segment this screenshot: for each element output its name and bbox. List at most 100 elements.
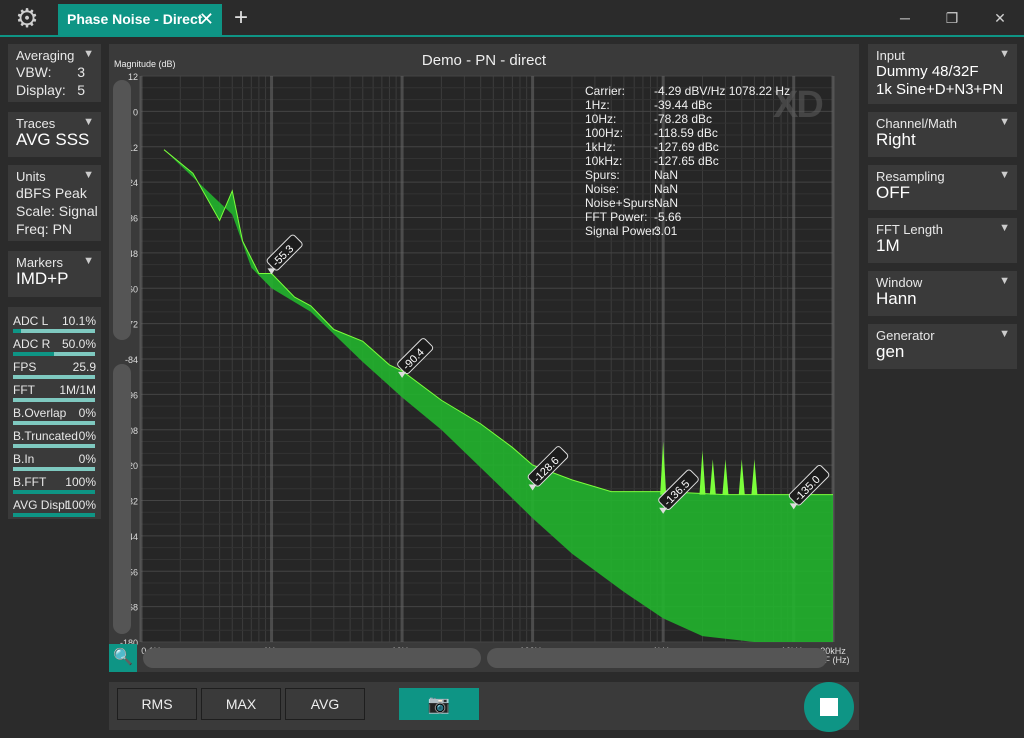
marker-box: [266, 234, 303, 271]
status-row: AVG Displ 100%: [13, 497, 96, 520]
restore-icon[interactable]: ❐: [945, 10, 959, 26]
status-bar-fill: [13, 490, 95, 494]
bottom-toolbar: RMS MAX AVG 📷: [109, 682, 859, 730]
readout-value: -118.59 dBc: [654, 126, 718, 140]
y-scrollbar: [113, 364, 131, 634]
readout-row: Carrier: -4.29 dBV/Hz 1078.22 Hz: [585, 84, 825, 98]
panel-title: FFT Length: [876, 222, 943, 237]
status-label: FPS: [13, 360, 37, 374]
y-tick-label: 0: [133, 107, 138, 117]
add-tab-icon[interactable]: +: [233, 4, 248, 31]
status-label: AVG Displ: [13, 498, 68, 512]
chevron-down-icon[interactable]: ▼: [83, 116, 94, 128]
max-button[interactable]: MAX: [201, 688, 281, 720]
chevron-down-icon[interactable]: ▼: [83, 255, 94, 267]
spur-peak: [722, 459, 729, 495]
status-bar: [13, 398, 95, 402]
status-bar: [13, 467, 95, 471]
status-value: 0%: [78, 429, 96, 443]
readout-row: 1Hz: -39.44 dBc: [585, 98, 825, 112]
chevron-down-icon[interactable]: ▼: [999, 222, 1010, 234]
xd-logo: XD: [773, 84, 824, 126]
gear-icon[interactable]: ⚙: [15, 3, 39, 33]
minimize-icon[interactable]: ─: [900, 10, 910, 26]
status-row: FPS 25.9: [13, 359, 96, 382]
marker-box: [658, 469, 699, 510]
chevron-down-icon[interactable]: ▼: [999, 328, 1010, 340]
zoom-icon[interactable]: 🔍: [109, 644, 137, 672]
y-axis-label: Magnitude (dB): [114, 59, 176, 69]
readout-key: 1kHz:: [585, 140, 616, 154]
panel-window[interactable]: Window ▼ Hann: [868, 271, 1017, 316]
noise-line: [163, 149, 833, 496]
x-scrollbar-right: [487, 648, 827, 668]
panel-title: Window: [876, 275, 923, 290]
y-tick-label: -96: [125, 390, 138, 400]
status-bar: [13, 375, 95, 379]
chevron-down-icon[interactable]: ▼: [999, 275, 1010, 287]
status-bar: [13, 513, 95, 517]
status-row: ADC R 50.0%: [13, 336, 96, 359]
panel-channel-math[interactable]: Channel/Math ▼ Right: [868, 112, 1017, 157]
panel-resampling[interactable]: Resampling ▼ OFF: [868, 165, 1017, 210]
readout-row: 10Hz: -78.28 dBc: [585, 112, 825, 126]
y-tick-label: -72: [125, 320, 138, 330]
readout-key: Signal Power:: [585, 224, 660, 238]
noise-area: [163, 149, 834, 642]
measurement-readout: Carrier: -4.29 dBV/Hz 1078.22 Hz 1Hz: -39.4…: [585, 84, 825, 238]
phase-noise-chart[interactable]: 120-12-24-36-48-60-72-84-96-108-120-132-…: [109, 44, 859, 672]
y-tick-label: -24: [125, 178, 138, 188]
readout-row: Noise+Spurs: NaN: [585, 196, 825, 210]
chevron-down-icon[interactable]: ▼: [999, 48, 1010, 60]
readout-value: -39.44 dBc: [654, 98, 713, 112]
units-panel[interactable]: Units ▼ dBFS Peak Scale: Signal Freq: PN: [8, 165, 101, 241]
panel-value: OFF: [876, 183, 910, 202]
traces-panel[interactable]: Traces ▼ AVG SSS: [8, 112, 101, 157]
status-label: B.In: [13, 452, 35, 466]
readout-value: 3.01: [654, 224, 678, 238]
panel-input[interactable]: Input ▼ Dummy 48/32F 1k Sine+D+N3+PN: [868, 44, 1017, 104]
averaging-panel[interactable]: Averaging ▼ VBW: 3 Display: 5: [8, 44, 101, 102]
readout-row: 10kHz: -127.65 dBc: [585, 154, 825, 168]
spur-peak: [709, 459, 716, 495]
status-value: 100%: [65, 475, 96, 489]
status-value: 25.9: [72, 360, 96, 374]
status-row: B.Overlap 0%: [13, 405, 96, 428]
readout-key: Noise:: [585, 182, 620, 196]
markers-title: Markers: [16, 255, 63, 270]
tab-phase-noise[interactable]: Phase Noise - Direct ✕: [58, 4, 222, 35]
chevron-down-icon[interactable]: ▼: [999, 169, 1010, 181]
chevron-down-icon[interactable]: ▼: [999, 116, 1010, 128]
panel-title: Generator: [876, 328, 935, 343]
status-panel: ADC L 10.1% ADC R 50.0% FPS 25.9 FFT 1M/1M B.Ove…: [8, 307, 101, 519]
readout-row: Signal Power: 3.01: [585, 224, 825, 238]
traces-title: Traces: [16, 116, 56, 131]
readout-key: Carrier:: [585, 84, 626, 98]
x-tick-label: 20kHz: [820, 646, 846, 656]
status-label: FFT: [13, 383, 35, 397]
readout-key: Noise+Spurs:: [585, 196, 658, 210]
chevron-down-icon[interactable]: ▼: [83, 169, 94, 181]
readout-row: 1kHz: -127.69 dBc: [585, 140, 825, 154]
chevron-down-icon[interactable]: ▼: [83, 48, 94, 60]
y-tick-label: -60: [125, 284, 138, 294]
close-tab-icon[interactable]: ✕: [198, 9, 214, 29]
readout-value: -4.29 dBV/Hz 1078.22 Hz: [654, 84, 791, 98]
panel-generator[interactable]: Generator ▼ gen: [868, 324, 1017, 369]
avg-button[interactable]: AVG: [285, 688, 365, 720]
stop-button[interactable]: [804, 682, 854, 732]
rms-button[interactable]: RMS: [117, 688, 197, 720]
camera-icon[interactable]: 📷: [399, 688, 479, 720]
window-close-icon[interactable]: ✕: [994, 10, 1006, 26]
traces-value: AVG SSS: [16, 130, 90, 149]
readout-key: 10kHz:: [585, 154, 623, 168]
readout-value: NaN: [654, 182, 679, 196]
status-bar: [13, 444, 95, 448]
status-bar-fill: [13, 513, 95, 517]
units-line1: dBFS Peak: [16, 185, 87, 201]
readout-key: 100Hz:: [585, 126, 624, 140]
panel-fft-length[interactable]: FFT Length ▼ 1M: [868, 218, 1017, 263]
markers-panel[interactable]: Markers ▼ IMD+P: [8, 251, 101, 297]
vbw-label: VBW:: [16, 64, 52, 80]
panel-title: Input: [876, 48, 905, 63]
